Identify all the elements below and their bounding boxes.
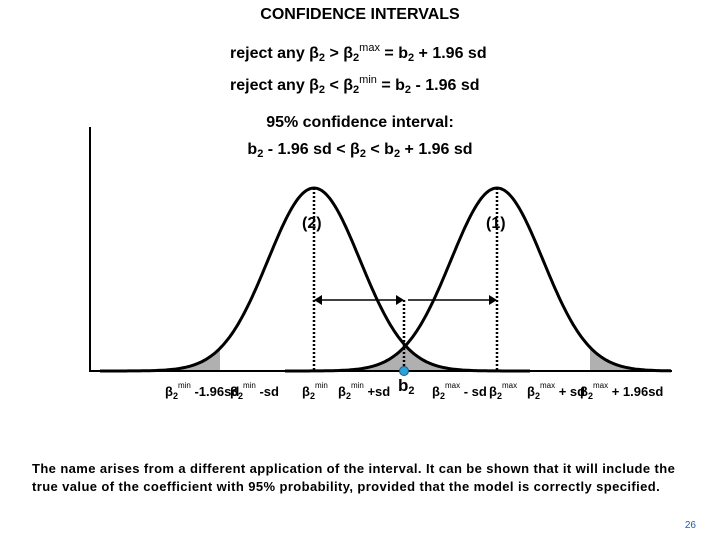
curve-1 bbox=[285, 186, 672, 373]
tick-b2: b2 bbox=[398, 376, 415, 397]
tick-beta2-max: β2max bbox=[489, 381, 518, 401]
reject-rule-lower: reject any β2 < β2min = b2 - 1.96 sd bbox=[230, 74, 480, 96]
tick-beta2-min-plus-sd: β2min +sd bbox=[338, 381, 391, 401]
reject-rule-upper: reject any β2 > β2max = b2 + 1.96 sd bbox=[230, 42, 487, 64]
arrow-left-head bbox=[314, 295, 322, 305]
tick-beta2-max-plus-1.96sd: β2max + 1.96sd bbox=[580, 381, 664, 401]
arrow-right-head bbox=[489, 295, 497, 305]
right-tail-shade-curve-2 bbox=[405, 345, 520, 371]
curve-label-left: (2) bbox=[302, 215, 322, 232]
caption-text: The name arises from a different applica… bbox=[32, 461, 676, 494]
left-tail-shade-curve-1 bbox=[290, 346, 405, 371]
page-number: 26 bbox=[684, 520, 696, 531]
tick-beta2-min-minus-sd: β2min -sd bbox=[230, 381, 279, 401]
interval-heading: 95% confidence interval: bbox=[266, 114, 454, 131]
slide-title: CONFIDENCE INTERVALS bbox=[260, 6, 460, 23]
tick-beta2-max-minus-sd: β2max - sd bbox=[432, 381, 487, 401]
arrow-mid-head bbox=[396, 295, 404, 305]
tick-beta2-min-minus-1.96sd: β2min -1.96sd bbox=[165, 381, 240, 401]
curve-2 bbox=[100, 186, 530, 373]
left-tail-shade-curve-2 bbox=[100, 348, 220, 371]
curve-label-right: (1) bbox=[486, 215, 506, 232]
interval-formula: b2 - 1.96 sd < β2 < b2 + 1.96 sd bbox=[247, 141, 473, 160]
tick-beta2-min: β2min bbox=[302, 381, 328, 401]
right-tail-shade-curve-1 bbox=[590, 347, 672, 371]
tick-beta2-max-plus-sd: β2max + sd bbox=[527, 381, 586, 401]
b2-marker bbox=[399, 366, 409, 376]
